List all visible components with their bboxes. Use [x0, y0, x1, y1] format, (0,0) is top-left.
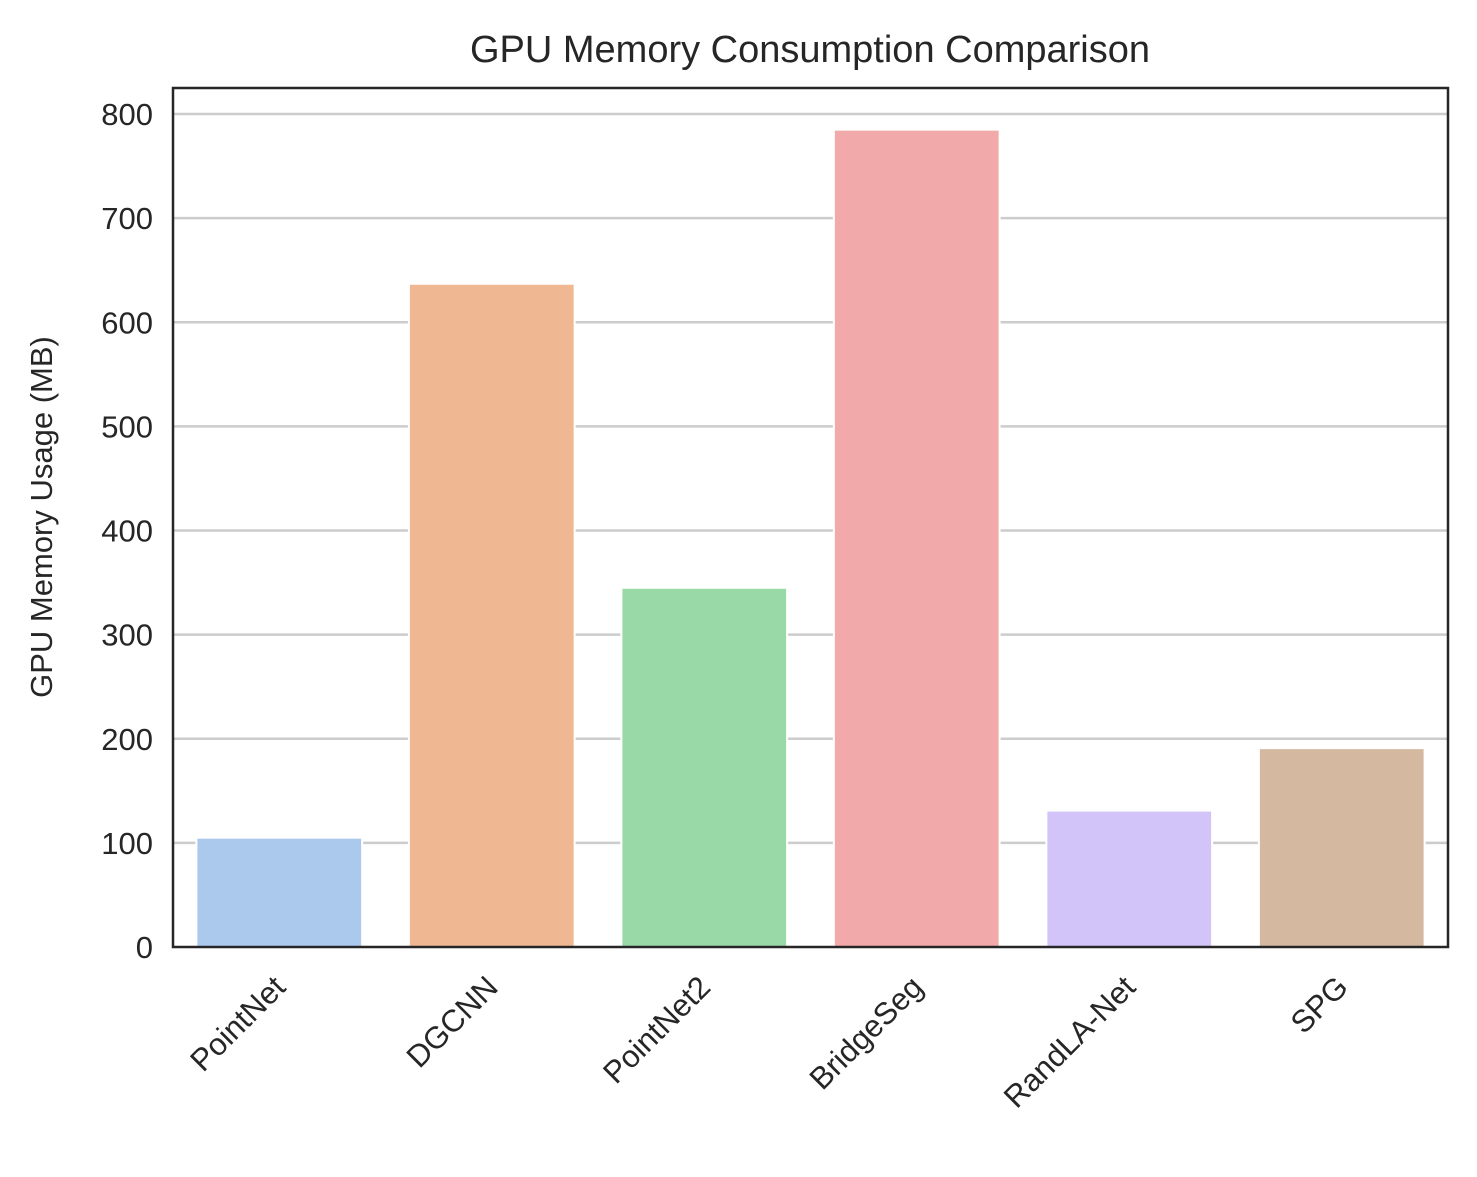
x-tick-label: BridgeSeg	[803, 969, 930, 1096]
x-tick-label: SPG	[1284, 969, 1355, 1040]
y-tick-label: 100	[101, 826, 153, 861]
y-tick-labels: 0 100 200 300 400 500 600 700 800	[101, 97, 153, 965]
x-tick-label: PointNet	[183, 969, 292, 1078]
x-tick-labels: PointNet DGCNN PointNet2 BridgeSeg RandLA-Ne…	[183, 969, 1354, 1115]
x-tick-label: DGCNN	[400, 969, 505, 1074]
y-tick-label: 700	[101, 201, 153, 236]
bar-dgcnn	[407, 282, 576, 948]
y-axis-label: GPU Memory Usage (MB)	[24, 336, 59, 698]
y-tick-label: 400	[101, 514, 153, 549]
bar-randla-net	[1045, 809, 1214, 948]
bar-spg	[1257, 747, 1426, 948]
chart-title: GPU Memory Consumption Comparison	[470, 29, 1150, 71]
y-tick-label: 0	[136, 930, 153, 965]
grid-lines	[173, 112, 1448, 845]
bars	[195, 128, 1426, 948]
y-tick-label: 500	[101, 409, 153, 444]
y-tick-label: 300	[101, 618, 153, 653]
y-tick-label: 600	[101, 305, 153, 340]
bar-bridgeseg	[832, 128, 1001, 948]
y-tick-label: 800	[101, 97, 153, 132]
bar-pointnet2	[620, 586, 789, 948]
plot-frame	[171, 86, 1450, 949]
x-tick-label: PointNet2	[596, 969, 717, 1090]
x-tick-label: RandLA-Net	[997, 969, 1143, 1115]
y-tick-label: 200	[101, 722, 153, 757]
bar-pointnet	[195, 836, 364, 948]
